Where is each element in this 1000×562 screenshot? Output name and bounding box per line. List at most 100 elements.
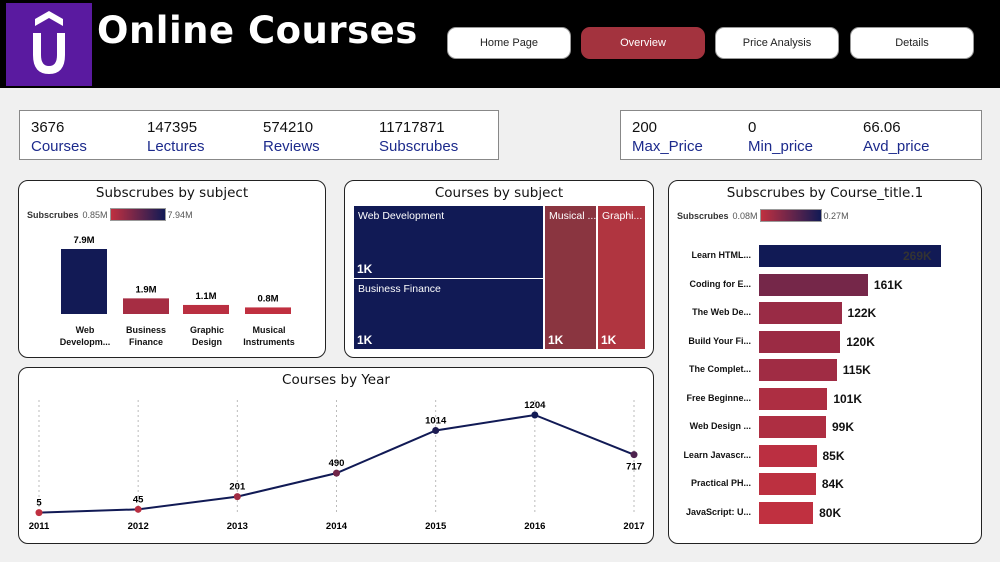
bar-value-label: 99K (831, 420, 854, 434)
x-tick-label: 2011 (29, 521, 50, 532)
header-bar: Online Courses Home Page Overview Price … (0, 0, 1000, 88)
bar[interactable] (759, 501, 814, 524)
bar-value-label: 85K (822, 448, 845, 463)
bar-value-label: 84K (821, 477, 844, 491)
kpi-label: Max_Price (632, 138, 703, 155)
legend-title: Subscrubes (27, 209, 79, 220)
point-value-label: 201 (229, 482, 246, 493)
x-tick-label: 2016 (524, 521, 545, 532)
kpi-value: 3676 (31, 119, 65, 136)
nav-price-analysis-button[interactable]: Price Analysis (715, 27, 839, 59)
legend-max: 7.94M (167, 209, 193, 220)
data-point[interactable] (630, 451, 638, 459)
treemap-cell[interactable]: Musical ... 1K (545, 206, 596, 349)
point-value-label: 1204 (524, 400, 546, 411)
data-point[interactable] (432, 426, 440, 434)
udemy-logo-icon (6, 3, 92, 86)
nav-home-page-button[interactable]: Home Page (447, 27, 571, 59)
bar-category-label: Web Design ... (689, 421, 751, 431)
bar-value-label: 122K (847, 306, 877, 320)
bar[interactable] (183, 304, 229, 314)
subject-bar-chart-panel[interactable]: Subscrubes by subject Subscrubes 0.85M 7… (18, 180, 326, 358)
legend-title: Subscrubes (677, 210, 729, 221)
data-point[interactable] (134, 505, 142, 513)
treemap-cell-value: 1K (357, 262, 373, 276)
bar[interactable] (123, 298, 169, 314)
data-point[interactable] (35, 509, 43, 517)
bar-category-label: Practical PH... (690, 478, 751, 488)
bar[interactable] (759, 416, 826, 438)
kpi-label: Courses (31, 138, 87, 155)
color-legend: Subscrubes 0.85M 7.94M (27, 208, 193, 221)
treemap-cell-name: Web Development (358, 210, 445, 222)
legend-max: 0.27M (823, 210, 849, 221)
bar-category-label: Learn HTML... (691, 250, 751, 260)
kpi-card-prices: 200 Max_Price 0 Min_price 66.06 Avd_pric… (620, 110, 982, 160)
legend-min: 0.08M (732, 210, 758, 221)
bar[interactable] (759, 330, 841, 353)
point-value-label: 45 (133, 494, 144, 505)
bar-value-label: 0.8M (257, 293, 278, 304)
x-tick-label: 2015 (425, 521, 447, 532)
color-legend: Subscrubes 0.08M 0.27M (677, 209, 849, 222)
bar-category-label: The Web De... (692, 307, 751, 317)
treemap-cell[interactable]: Web Development 1K (354, 206, 543, 278)
bar-value-label: 1.9M (135, 284, 156, 295)
x-tick-label: 2012 (128, 521, 149, 532)
data-point[interactable] (531, 411, 539, 419)
chart-title: Courses by subject (434, 185, 564, 201)
year-line-plot: 5 2011 45 2012 201 2013 490 2014 1014 2015 1204 201… (29, 400, 645, 532)
nav-overview-button[interactable]: Overview (581, 27, 705, 59)
chart-title: Subscrubes by Course_title.1 (726, 185, 924, 201)
bar-value-label: 1.1M (195, 291, 216, 302)
kpi-lectures: 147395 Lectures (147, 119, 205, 155)
course-bar-chart-panel[interactable]: Subscrubes by Course_title.1 Subscrubes … (668, 180, 982, 544)
year-line-chart-panel[interactable]: Courses by Year 5 2011 45 2012 201 2013 490 201… (18, 367, 654, 544)
legend-gradient (109, 208, 166, 221)
subject-bar-plot: 7.9M 1.9M 1.1M 0.8M (61, 235, 291, 314)
bar[interactable] (759, 273, 868, 296)
data-point[interactable] (333, 469, 340, 477)
kpi-reviews: 574210 Reviews (263, 119, 320, 155)
category-label: Business Finance (125, 325, 167, 347)
point-value-label: 1014 (425, 415, 447, 426)
treemap-cell-name: Graphi... (602, 210, 643, 222)
bar[interactable] (759, 245, 941, 267)
subject-treemap-panel[interactable]: Courses by subject Web Development 1K Bu… (344, 180, 654, 358)
treemap-cell-value: 1K (601, 333, 617, 347)
bar[interactable] (759, 444, 817, 467)
bar[interactable] (759, 473, 816, 495)
x-tick-label: 2014 (326, 521, 348, 532)
x-tick-label: 2017 (623, 521, 644, 532)
bar[interactable] (759, 302, 842, 324)
kpi-avg-price: 66.06 Avd_price (863, 119, 929, 155)
treemap-cell-name: Business Finance (358, 283, 441, 295)
bar[interactable] (245, 307, 291, 314)
bar-value-label: 115K (842, 363, 871, 377)
category-label: Web Developm... (59, 325, 111, 347)
treemap-cell[interactable]: Business Finance 1K (354, 279, 543, 349)
bar[interactable] (759, 359, 837, 381)
bar-category-label: Build Your Fi... (688, 335, 751, 346)
data-point[interactable] (233, 493, 241, 501)
kpi-value: 0 (748, 119, 757, 136)
point-value-label: 490 (329, 458, 345, 469)
legend-gradient (759, 209, 822, 222)
kpi-subscrubes: 11717871 Subscrubes (379, 119, 458, 155)
kpi-card-totals: 3676 Courses 147395 Lectures 574210 Revi… (19, 110, 499, 160)
category-label: Graphic Design (189, 325, 224, 347)
bar-value-label: 101K (833, 391, 863, 406)
kpi-max-price: 200 Max_Price (632, 119, 703, 155)
bar-value-label: 120K (846, 334, 875, 349)
kpi-label: Lectures (147, 138, 205, 155)
bar-value-label: 7.9M (73, 235, 94, 246)
nav-details-button[interactable]: Details (850, 27, 974, 59)
bar-category-label: The Complet... (688, 364, 751, 374)
treemap-cell[interactable]: Graphi... 1K (598, 206, 645, 349)
category-label: Musical Instruments (243, 325, 295, 347)
bar[interactable] (61, 249, 107, 314)
bar[interactable] (759, 387, 828, 410)
kpi-courses: 3676 Courses (31, 119, 87, 155)
bar-category-label: Free Beginne... (686, 392, 751, 403)
x-tick-label: 2013 (227, 521, 248, 532)
